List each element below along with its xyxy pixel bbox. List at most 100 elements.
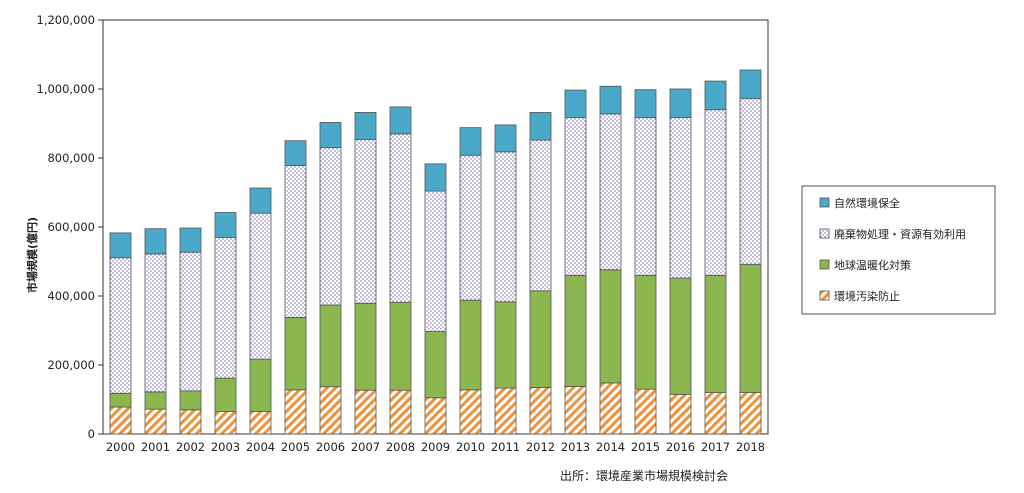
bar-segment-2005-s2: [284, 165, 307, 318]
bar-segment-2000-s0: [109, 406, 132, 435]
bar-segment-2004-s0: [249, 411, 272, 435]
bar-segment-2005-s0: [284, 389, 307, 435]
bar-segment-2001-s3: [144, 228, 167, 255]
legend-box: [801, 185, 996, 315]
bar-segment-2002-s0: [179, 409, 202, 435]
bar-segment-2009-s0: [424, 397, 447, 435]
x-tick-label: 2007: [351, 440, 380, 454]
bar-segment-2012-s0: [529, 387, 552, 435]
bar-segment-2016-s3: [669, 88, 692, 119]
bar-segment-2009-s3: [424, 163, 447, 192]
bar-segment-2015-s2: [634, 117, 657, 276]
bar-segment-2015-s3: [634, 89, 657, 119]
bar-segment-2001-s0: [144, 408, 167, 435]
bar-segment-2013-s3: [564, 89, 587, 119]
bar-segment-2007-s1: [354, 302, 377, 391]
x-tick-label: 2003: [211, 440, 240, 454]
bar-segment-2013-s0: [564, 385, 587, 435]
legend-swatch: [819, 259, 830, 270]
bar-segment-2012-s1: [529, 290, 552, 388]
x-tick-label: 2010: [456, 440, 485, 454]
bar-segment-2010-s2: [459, 154, 482, 301]
bar-segment-2006-s0: [319, 386, 342, 435]
x-tick-label: 2002: [176, 440, 205, 454]
bar-segment-2006-s2: [319, 147, 342, 306]
bar-segment-2011-s1: [494, 301, 517, 389]
bar-segment-2003-s2: [214, 236, 237, 379]
bar-segment-2002-s1: [179, 390, 202, 411]
bar-segment-2011-s3: [494, 124, 517, 153]
legend-swatch: [819, 290, 830, 301]
bar-segment-2013-s1: [564, 274, 587, 387]
x-tick-label: 2004: [246, 440, 275, 454]
bar-segment-2014-s1: [599, 269, 622, 384]
bar-segment-2017-s2: [704, 109, 727, 276]
legend-label: 地球温暖化対策: [834, 258, 911, 272]
legend-label: 廃棄物処理・資源有効利用: [834, 227, 966, 241]
x-tick-label: 2005: [281, 440, 310, 454]
bar-segment-2009-s1: [424, 331, 447, 399]
x-tick-label: 2011: [491, 440, 520, 454]
bar-segment-2001-s2: [144, 253, 167, 393]
y-tick-label: 400,000: [47, 289, 95, 303]
y-tick-label: 200,000: [47, 358, 95, 372]
x-tick-label: 2000: [106, 440, 135, 454]
bar-segment-2001-s1: [144, 391, 167, 410]
bar-segment-2003-s3: [214, 212, 237, 238]
y-tick-label: 0: [88, 427, 95, 441]
bar-segment-2017-s1: [704, 274, 727, 393]
bar-segment-2018-s1: [739, 263, 762, 394]
bar-segment-2006-s3: [319, 122, 342, 149]
bar-segment-2005-s1: [284, 316, 307, 391]
y-tick-label: 1,000,000: [36, 82, 95, 96]
x-tick-label: 2012: [526, 440, 555, 454]
bar-segment-2014-s0: [599, 382, 622, 435]
x-tick-label: 2009: [421, 440, 450, 454]
x-tick-label: 2015: [631, 440, 660, 454]
bar-segment-2003-s0: [214, 411, 237, 435]
bar-segment-2003-s1: [214, 377, 237, 412]
y-tick-label: 600,000: [47, 220, 95, 234]
bar-segment-2014-s3: [599, 85, 622, 115]
bar-segment-2004-s2: [249, 212, 272, 360]
bar-segment-2017-s0: [704, 392, 727, 435]
bar-segment-2007-s2: [354, 138, 377, 304]
bar-segment-2012-s2: [529, 139, 552, 292]
bar-segment-2006-s1: [319, 304, 342, 388]
x-tick-label: 2016: [666, 440, 695, 454]
bar-segment-2004-s1: [249, 358, 272, 412]
bar-segment-2010-s1: [459, 299, 482, 391]
bar-segment-2015-s0: [634, 388, 657, 435]
bar-segment-2008-s2: [389, 133, 412, 303]
legend-label: 自然環境保全: [834, 196, 900, 210]
bar-segment-2010-s3: [459, 127, 482, 156]
bar-segment-2018-s0: [739, 392, 762, 435]
bar-segment-2018-s3: [739, 69, 762, 100]
bar-segment-2002-s2: [179, 251, 202, 392]
x-tick-label: 2014: [596, 440, 625, 454]
bar-segment-2012-s3: [529, 112, 552, 141]
bar-segment-2008-s0: [389, 389, 412, 435]
bar-segment-2008-s3: [389, 106, 412, 135]
legend-swatch: [819, 197, 830, 208]
bar-segment-2002-s3: [179, 227, 202, 253]
y-tick-label: 1,200,000: [36, 13, 95, 27]
bar-segment-2000-s1: [109, 392, 132, 408]
bar-segment-2000-s3: [109, 232, 132, 259]
bar-segment-2013-s2: [564, 117, 587, 276]
source-note: 出所：環境産業市場規模検討会: [560, 469, 729, 483]
bar-segment-2011-s0: [494, 387, 517, 435]
legend-swatch: [819, 228, 830, 239]
x-tick-label: 2001: [141, 440, 170, 454]
bar-segment-2018-s2: [739, 98, 762, 265]
y-axis-tick-labels: 0 200,000 400,000 600,000 800,000 1,000,000 1,…: [36, 13, 95, 441]
bar-segment-2007-s0: [354, 389, 377, 435]
bar-segment-2008-s1: [389, 301, 412, 391]
bar-segment-2014-s2: [599, 113, 622, 271]
x-tick-label: 2017: [701, 440, 730, 454]
bar-segment-2017-s3: [704, 80, 727, 111]
chart-bars: [109, 69, 762, 435]
x-tick-label: 2008: [386, 440, 415, 454]
